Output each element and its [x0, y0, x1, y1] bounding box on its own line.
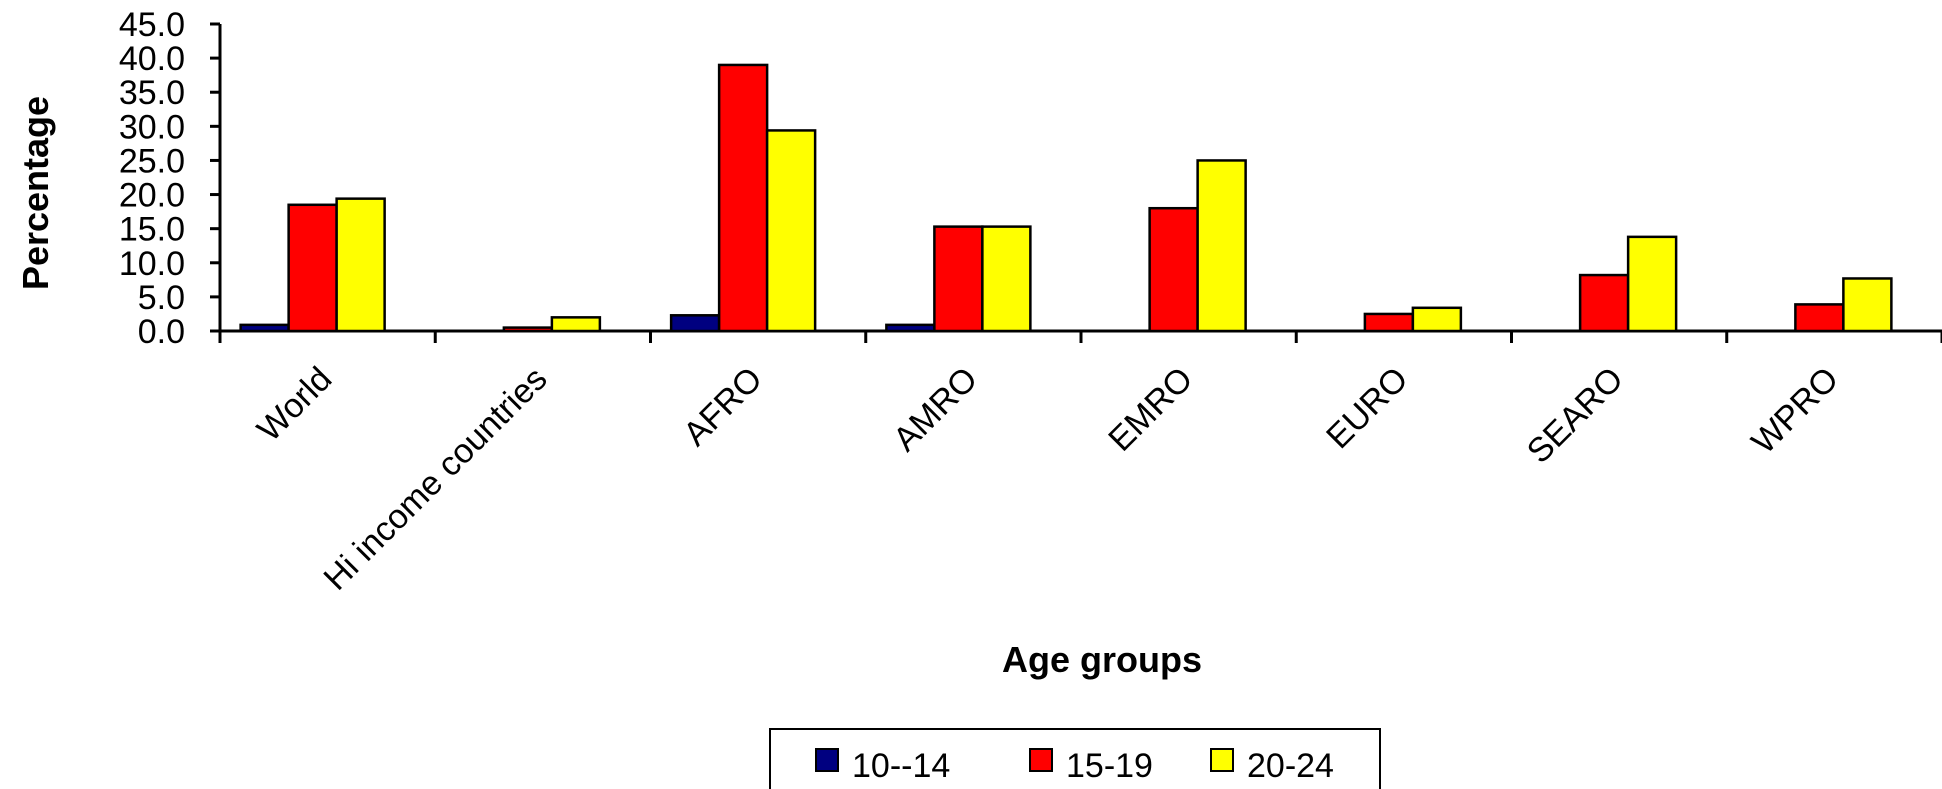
- bar-20-24-emro: [1196, 159, 1247, 333]
- y-axis-title: Percentage: [15, 96, 56, 290]
- bar-20-24-euro: [1411, 306, 1463, 333]
- x-category-label: EMRO: [1101, 360, 1200, 459]
- bar-10-14-world: [239, 323, 290, 333]
- bar-15-19-world: [287, 203, 338, 333]
- y-tick-label: 25.0: [119, 142, 185, 180]
- y-tick-label: 40.0: [119, 40, 185, 78]
- y-tick-label: 5.0: [138, 279, 185, 317]
- bar-15-19-afro: [717, 63, 769, 333]
- x-category-label: World: [250, 360, 339, 449]
- legend-swatch-15-19: [1029, 748, 1053, 772]
- bar-15-19-hi-income-countries: [502, 326, 554, 333]
- bar-15-19-euro: [1363, 312, 1415, 333]
- legend-swatch-20-24: [1210, 748, 1234, 772]
- x-category-label: WPRO: [1744, 360, 1846, 462]
- y-tick-label: 30.0: [119, 108, 185, 146]
- bar-20-24-searo: [1626, 235, 1678, 333]
- bar-15-19-searo: [1578, 273, 1630, 333]
- bar-20-24-amro: [981, 225, 1032, 333]
- bar-20-24-afro: [765, 129, 817, 333]
- x-category-label: SEARO: [1520, 360, 1631, 471]
- bar-20-24-world: [335, 197, 386, 333]
- x-category-label: AFRO: [676, 360, 770, 454]
- y-tick-label: 20.0: [119, 177, 185, 215]
- x-category-label: Hi income countries: [317, 360, 555, 598]
- bar-15-19-wpro: [1794, 303, 1845, 333]
- legend-label-20-24: 20-24: [1247, 747, 1334, 785]
- bar-10-14-afro: [669, 314, 721, 333]
- legend-label-15-19: 15-19: [1066, 747, 1153, 785]
- bar-15-19-amro: [933, 225, 984, 333]
- y-tick-label: 45.0: [119, 6, 185, 44]
- legend-swatch-10-14: [815, 748, 839, 772]
- legend-frame: [769, 728, 1381, 789]
- x-axis-title: Age groups: [1002, 639, 1202, 680]
- bar-20-24-wpro: [1842, 277, 1893, 333]
- legend-label-10-14: 10--14: [852, 747, 950, 785]
- y-tick-label: 15.0: [119, 211, 185, 249]
- y-axis-ticks: 0.05.010.015.020.025.030.035.040.045.0: [119, 6, 220, 351]
- y-tick-label: 10.0: [119, 245, 185, 283]
- legend: 10--14 15-19 20-24: [769, 728, 1381, 789]
- y-tick-label: 0.0: [138, 313, 185, 351]
- bar-15-19-emro: [1148, 206, 1199, 333]
- bar-10-14-amro: [885, 323, 936, 333]
- x-category-label: EURO: [1319, 360, 1415, 456]
- bars: [239, 63, 1893, 333]
- bar-20-24-hi-income-countries: [550, 316, 602, 333]
- y-tick-label: 35.0: [119, 74, 185, 112]
- plot-area: 0.05.010.015.020.025.030.035.040.045.0 W…: [119, 6, 1942, 598]
- x-category-label: AMRO: [886, 360, 985, 459]
